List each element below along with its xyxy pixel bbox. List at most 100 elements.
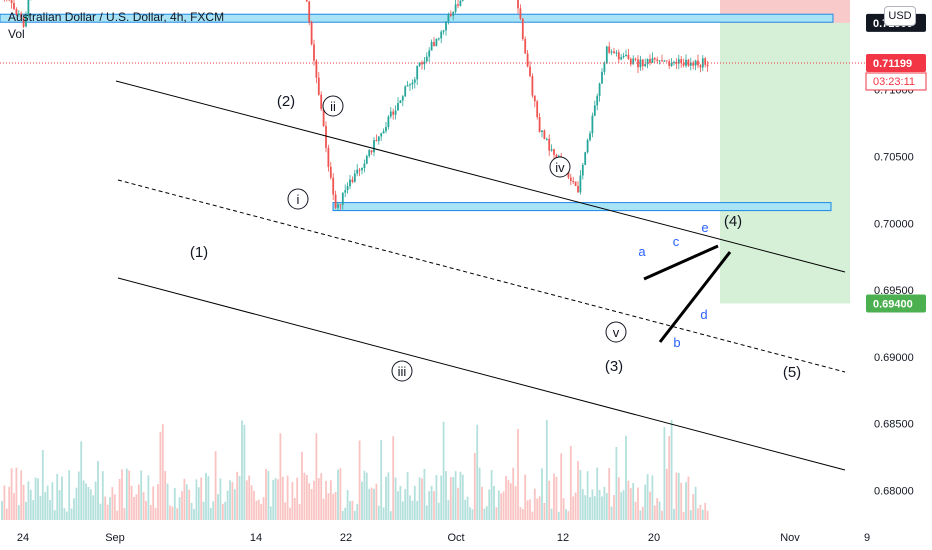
volume-bar xyxy=(20,470,23,520)
volume-bar xyxy=(351,500,354,520)
volume-bar xyxy=(706,510,709,520)
volume-bar xyxy=(305,474,308,520)
volume-bar xyxy=(109,497,111,520)
volume-bar xyxy=(404,489,407,520)
volume-bar xyxy=(574,492,577,520)
volume-bar xyxy=(5,508,8,520)
candle-body xyxy=(428,50,431,57)
volume-bar xyxy=(596,467,599,520)
candle-body xyxy=(591,115,594,134)
volume-bar xyxy=(637,487,639,520)
candle-body xyxy=(601,71,603,84)
volume-indicator-label[interactable]: Vol xyxy=(8,27,25,41)
candle-body xyxy=(680,59,683,64)
volume-bar xyxy=(149,504,152,520)
candle-body xyxy=(358,169,361,171)
price-tick-label: 0.69000 xyxy=(874,352,914,364)
volume-bar xyxy=(694,486,697,520)
candle-body xyxy=(406,85,409,87)
volume-bar xyxy=(581,489,584,520)
volume-bar xyxy=(569,445,572,520)
candle-body xyxy=(694,60,697,66)
volume-bar xyxy=(665,468,668,520)
candle-body xyxy=(553,149,555,155)
volume-bar xyxy=(233,489,236,520)
volume-bar xyxy=(406,472,409,520)
candle-body xyxy=(593,105,596,116)
volume-bar xyxy=(253,490,255,520)
candle-body xyxy=(332,177,335,195)
volume-bar xyxy=(142,492,145,520)
volume-bar xyxy=(377,505,380,520)
volume-bar xyxy=(509,483,512,520)
volume-bar xyxy=(346,490,349,520)
volume-bar xyxy=(605,493,608,520)
volume-bar xyxy=(37,478,39,520)
volume-bar xyxy=(274,478,277,520)
candle-body xyxy=(401,96,404,101)
candle-body xyxy=(452,11,455,16)
candle-body xyxy=(668,61,671,66)
candle-body xyxy=(430,41,433,51)
volume-bar xyxy=(85,483,87,520)
volume-bar xyxy=(375,483,378,520)
volume-bar xyxy=(548,480,551,520)
candle-body xyxy=(589,133,591,141)
candle-body xyxy=(699,65,702,68)
candle-body xyxy=(673,61,675,64)
volume-bar xyxy=(123,508,126,520)
volume-bar xyxy=(476,424,479,520)
candle-body xyxy=(370,150,373,153)
candle-body xyxy=(25,15,27,27)
volume-bar xyxy=(505,475,507,520)
candle-body xyxy=(524,39,527,54)
currency-button[interactable]: USD xyxy=(884,6,916,26)
wave-label: (2) xyxy=(277,93,295,110)
volume-bar xyxy=(10,468,13,520)
volume-bar xyxy=(262,497,265,520)
volume-bar xyxy=(382,507,385,520)
volume-bar xyxy=(337,469,339,520)
volume-bar xyxy=(61,476,63,520)
volume-bar xyxy=(418,477,421,520)
volume-bar xyxy=(301,451,303,520)
volume-bar xyxy=(560,453,563,520)
volume-bar xyxy=(190,502,193,520)
volume-bar xyxy=(589,497,591,520)
volume-bar xyxy=(689,510,692,520)
volume-bar xyxy=(58,490,61,520)
candle-body xyxy=(536,101,539,118)
volume-bar xyxy=(169,505,171,520)
volume-bar xyxy=(221,503,224,520)
volume-bar xyxy=(687,476,690,520)
candle-body xyxy=(526,53,529,67)
volume-bar xyxy=(373,488,375,520)
wave-label: v xyxy=(613,325,620,340)
candle-body xyxy=(596,95,599,106)
volume-bar xyxy=(440,475,443,520)
candle-body xyxy=(15,8,18,15)
candle-body xyxy=(418,62,421,66)
candle-body xyxy=(637,59,639,68)
volume-bar xyxy=(73,498,75,520)
wave-label: i xyxy=(297,192,300,207)
candle-body xyxy=(440,31,443,39)
candle-body xyxy=(353,173,356,182)
candle-body xyxy=(685,59,687,66)
volume-bar xyxy=(224,501,227,520)
candle-body xyxy=(411,82,414,85)
volume-bar xyxy=(212,501,215,520)
volume-bar xyxy=(495,507,498,520)
volume-bar xyxy=(473,452,476,520)
volume-bar xyxy=(603,486,606,520)
candle-body xyxy=(409,84,411,86)
volume-bar xyxy=(279,433,282,520)
volume-bar xyxy=(625,435,627,520)
candle-body xyxy=(10,0,13,4)
volume-bar xyxy=(577,461,579,520)
volume-bar xyxy=(341,510,344,520)
volume-bar xyxy=(147,475,150,520)
volume-bar xyxy=(502,491,505,520)
time-tick-label: 20 xyxy=(648,532,660,544)
